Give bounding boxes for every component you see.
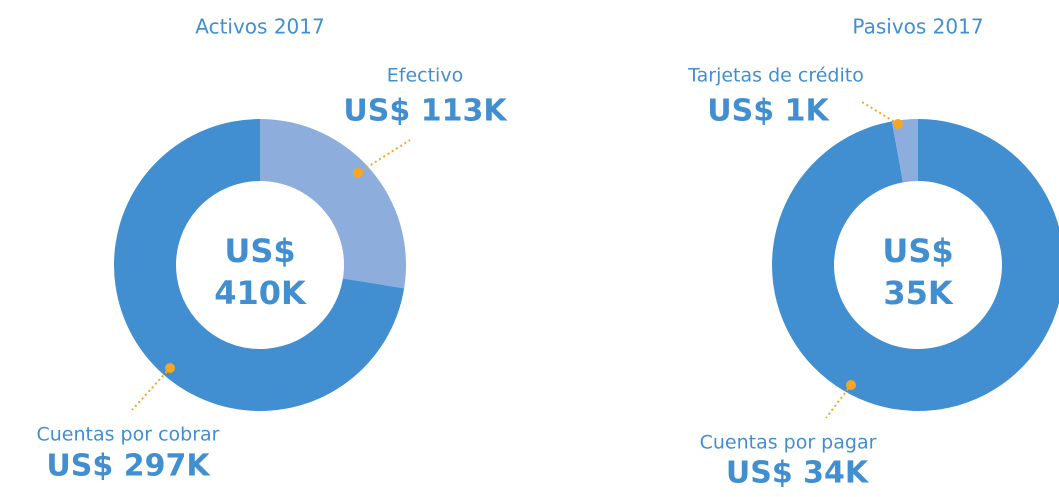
slice-value: US$ 297K	[46, 449, 211, 484]
donut-slice	[260, 119, 406, 289]
leader-dot	[165, 363, 175, 373]
leader-dot	[893, 119, 903, 129]
leader-line	[861, 101, 899, 125]
donut-slice	[891, 119, 918, 183]
slice-name: Cuentas por cobrar	[36, 424, 219, 446]
leader-line	[357, 139, 411, 174]
center-label: US$	[882, 232, 953, 270]
leader-dot	[353, 168, 363, 178]
center-label: US$	[224, 232, 295, 270]
slice-value: US$ 113K	[343, 94, 508, 129]
slice-name: Efectivo	[387, 65, 463, 87]
donut-slice	[113, 119, 405, 411]
slice-name: Cuentas por pagar	[700, 432, 877, 454]
center-label: 35K	[883, 274, 954, 312]
slice-value: US$ 1K	[707, 94, 830, 129]
leader-line	[825, 384, 852, 419]
center-label: 410K	[214, 274, 307, 312]
chart-title: Activos 2017	[195, 15, 324, 39]
slice-name: Tarjetas de crédito	[687, 65, 864, 87]
chart-title: Pasivos 2017	[852, 15, 983, 39]
slice-value: US$ 34K	[726, 456, 870, 491]
donut-slice	[772, 119, 1059, 411]
leader-dot	[846, 380, 856, 390]
